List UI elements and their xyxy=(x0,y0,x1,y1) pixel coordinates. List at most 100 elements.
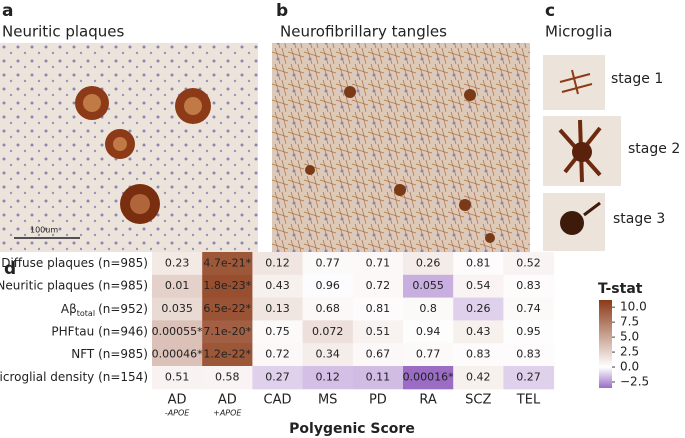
heatmap-cell xyxy=(403,297,454,321)
column-label: MS xyxy=(318,393,337,408)
cell-label: 0.27 xyxy=(516,370,541,383)
cell-label: 4.7e-21* xyxy=(203,256,251,269)
heatmap-cell xyxy=(453,297,504,321)
heatmap-cell xyxy=(453,252,504,276)
x-axis-label: Polygenic Score xyxy=(289,421,415,437)
heatmap-cell xyxy=(302,297,354,321)
cell-label: 0.00055* xyxy=(152,325,203,338)
panel-letter: d xyxy=(4,259,16,279)
cell-label: 0.13 xyxy=(265,302,290,315)
heatmap-cell xyxy=(453,343,504,367)
heatmap-cell xyxy=(252,274,304,299)
heatmap-cell xyxy=(403,366,454,390)
colorbar-tick-label: 5.0 xyxy=(620,330,639,344)
heatmap-cell xyxy=(252,297,304,321)
cell-label: 0.11 xyxy=(366,370,391,383)
cell-label: 7.1e-20* xyxy=(203,325,251,338)
heatmap-cell xyxy=(152,274,203,299)
column-label: AD xyxy=(168,393,187,408)
cell-label: 0.94 xyxy=(416,325,441,338)
heatmap-cell xyxy=(252,320,304,344)
heatmap-cell xyxy=(202,252,253,276)
cell-label: 0.77 xyxy=(315,256,340,269)
colorbar-title: T-stat xyxy=(598,281,643,297)
cell-label: 1.8e-23* xyxy=(203,279,251,292)
cell-label: 0.01 xyxy=(165,279,190,292)
cell-label: 0.8 xyxy=(419,302,437,315)
heatmap-cell xyxy=(352,320,404,344)
cell-label: 0.26 xyxy=(466,302,491,315)
cell-label: 0.52 xyxy=(516,256,541,269)
histology-image xyxy=(272,43,530,252)
cell-label: 0.58 xyxy=(215,370,240,383)
cell-label: 0.81 xyxy=(466,256,491,269)
heatmap-cell xyxy=(352,252,404,276)
histology-image xyxy=(0,43,258,252)
heatmap-cell xyxy=(302,274,354,299)
heatmap-cell xyxy=(152,366,203,390)
colorbar-tick-label: −2.5 xyxy=(620,375,649,389)
colorbar-tick-label: 0.0 xyxy=(620,360,639,374)
cell-label: 0.00016* xyxy=(403,370,454,383)
heatmap-cell xyxy=(202,274,253,299)
cell-label: 1.2e-22* xyxy=(203,348,251,361)
row-label-sub: total xyxy=(77,309,95,318)
cell-label: 0.43 xyxy=(466,325,491,338)
column-label: RA xyxy=(419,393,437,408)
cell-label: 0.12 xyxy=(265,256,290,269)
heatmap-cell xyxy=(503,343,555,367)
cell-label: 0.51 xyxy=(165,370,190,383)
cell-label: 0.72 xyxy=(366,279,391,292)
cell-label: 0.23 xyxy=(165,256,190,269)
heatmap-cell xyxy=(453,274,504,299)
cell-label: 0.072 xyxy=(312,325,344,338)
heatmap-cell xyxy=(202,297,253,321)
panel-title: Neurofibrillary tangles xyxy=(280,23,447,41)
cell-label: 0.96 xyxy=(315,279,340,292)
column-sublabel: -APOE xyxy=(165,409,190,418)
cell-label: 0.42 xyxy=(466,370,491,383)
cell-label: 0.055 xyxy=(412,279,444,292)
heatmap-cell xyxy=(202,366,253,390)
stage-label: stage 3 xyxy=(613,211,665,227)
cell-label: 0.83 xyxy=(466,348,491,361)
stage-label: stage 2 xyxy=(628,141,680,157)
cell-label: 0.83 xyxy=(516,279,541,292)
heatmap-cell xyxy=(302,252,354,276)
heatmap-cell xyxy=(352,297,404,321)
heatmap-cell xyxy=(403,274,454,299)
row-label: Microglial density (n=154) xyxy=(0,370,148,384)
row-label-rest: (n=952) xyxy=(98,302,148,316)
panel-title: Neuritic plaques xyxy=(2,23,124,41)
heatmap-cell xyxy=(302,320,354,344)
cell-label: 0.81 xyxy=(366,302,391,315)
cell-label: 0.00046* xyxy=(152,348,203,361)
heatmap-cell xyxy=(152,252,203,276)
heatmap-cell xyxy=(352,343,404,367)
column-label: TEL xyxy=(516,393,541,408)
heatmap-cell xyxy=(503,252,555,276)
row-label: Aβtotal (n=952) xyxy=(61,302,148,318)
heatmap-cell xyxy=(352,366,404,390)
heatmap-cell xyxy=(252,366,304,390)
heatmap-cell xyxy=(152,343,203,367)
heatmap-cell xyxy=(453,366,504,390)
heatmap-cell xyxy=(202,320,253,344)
column-label: CAD xyxy=(264,393,292,408)
row-label: PHFtau (n=946) xyxy=(51,324,148,338)
heatmap-cell xyxy=(302,366,354,390)
column-sublabel: +APOE xyxy=(213,409,242,418)
row-label-main: Aβ xyxy=(61,302,77,316)
colorbar-tick-label: 7.5 xyxy=(620,315,639,329)
heatmap-cell xyxy=(202,343,253,367)
heatmap-cell xyxy=(503,297,555,321)
cell-label: 0.26 xyxy=(416,256,441,269)
cell-label: 0.71 xyxy=(366,256,391,269)
heatmap-cell xyxy=(503,274,555,299)
cell-label: 0.34 xyxy=(315,348,340,361)
cell-label: 0.43 xyxy=(265,279,290,292)
cell-label: 0.77 xyxy=(416,348,441,361)
heatmap-cell xyxy=(403,320,454,344)
cell-label: 0.75 xyxy=(265,325,290,338)
